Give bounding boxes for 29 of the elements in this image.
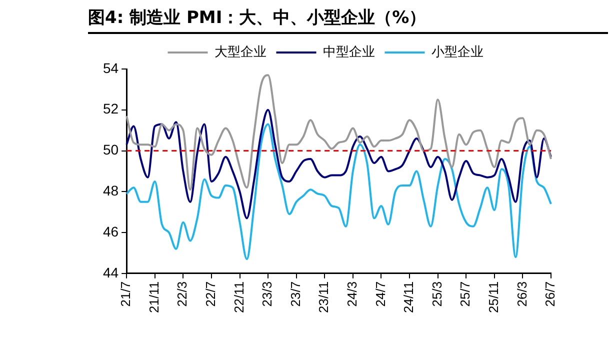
x-tick-label: 25/3 (429, 281, 444, 307)
y-tick-label: 54 (102, 60, 119, 76)
x-tick-label: 25/11 (486, 281, 501, 314)
y-tick-label: 50 (102, 142, 119, 158)
x-tick-label: 22/3 (174, 281, 190, 307)
y-tick-label: 44 (102, 264, 119, 280)
line-series (126, 123, 552, 260)
y-tick-label: 48 (102, 182, 119, 199)
legend-label: 中型企业 (322, 44, 375, 60)
x-tick-label: 22/11 (231, 281, 246, 314)
x-tick-label: 24/11 (401, 281, 416, 314)
x-tick-label: 23/3 (260, 281, 275, 307)
x-tick-label: 24/7 (372, 281, 388, 307)
x-tick-label: 25/7 (458, 281, 473, 307)
legend-label: 大型企业 (214, 44, 266, 60)
x-tick-label: 21/7 (118, 281, 134, 307)
x-tick-label: 24/3 (344, 281, 360, 307)
line-series (126, 108, 552, 220)
x-tick-label: 22/7 (203, 281, 218, 307)
x-tick-label: 26/7 (542, 281, 558, 307)
y-tick-label: 52 (102, 100, 119, 117)
chart-title: 图4: 制造业 PMI：大、中、小型企业（%） (88, 6, 608, 34)
x-tick-label: 23/11 (316, 281, 332, 314)
x-tick-label: 26/3 (514, 281, 530, 307)
x-tick-label: 23/7 (288, 281, 303, 307)
x-tick-label: 21/11 (146, 281, 162, 314)
y-tick-label: 46 (102, 223, 119, 240)
line-series (126, 74, 552, 191)
legend-label: 小型企业 (431, 44, 484, 60)
